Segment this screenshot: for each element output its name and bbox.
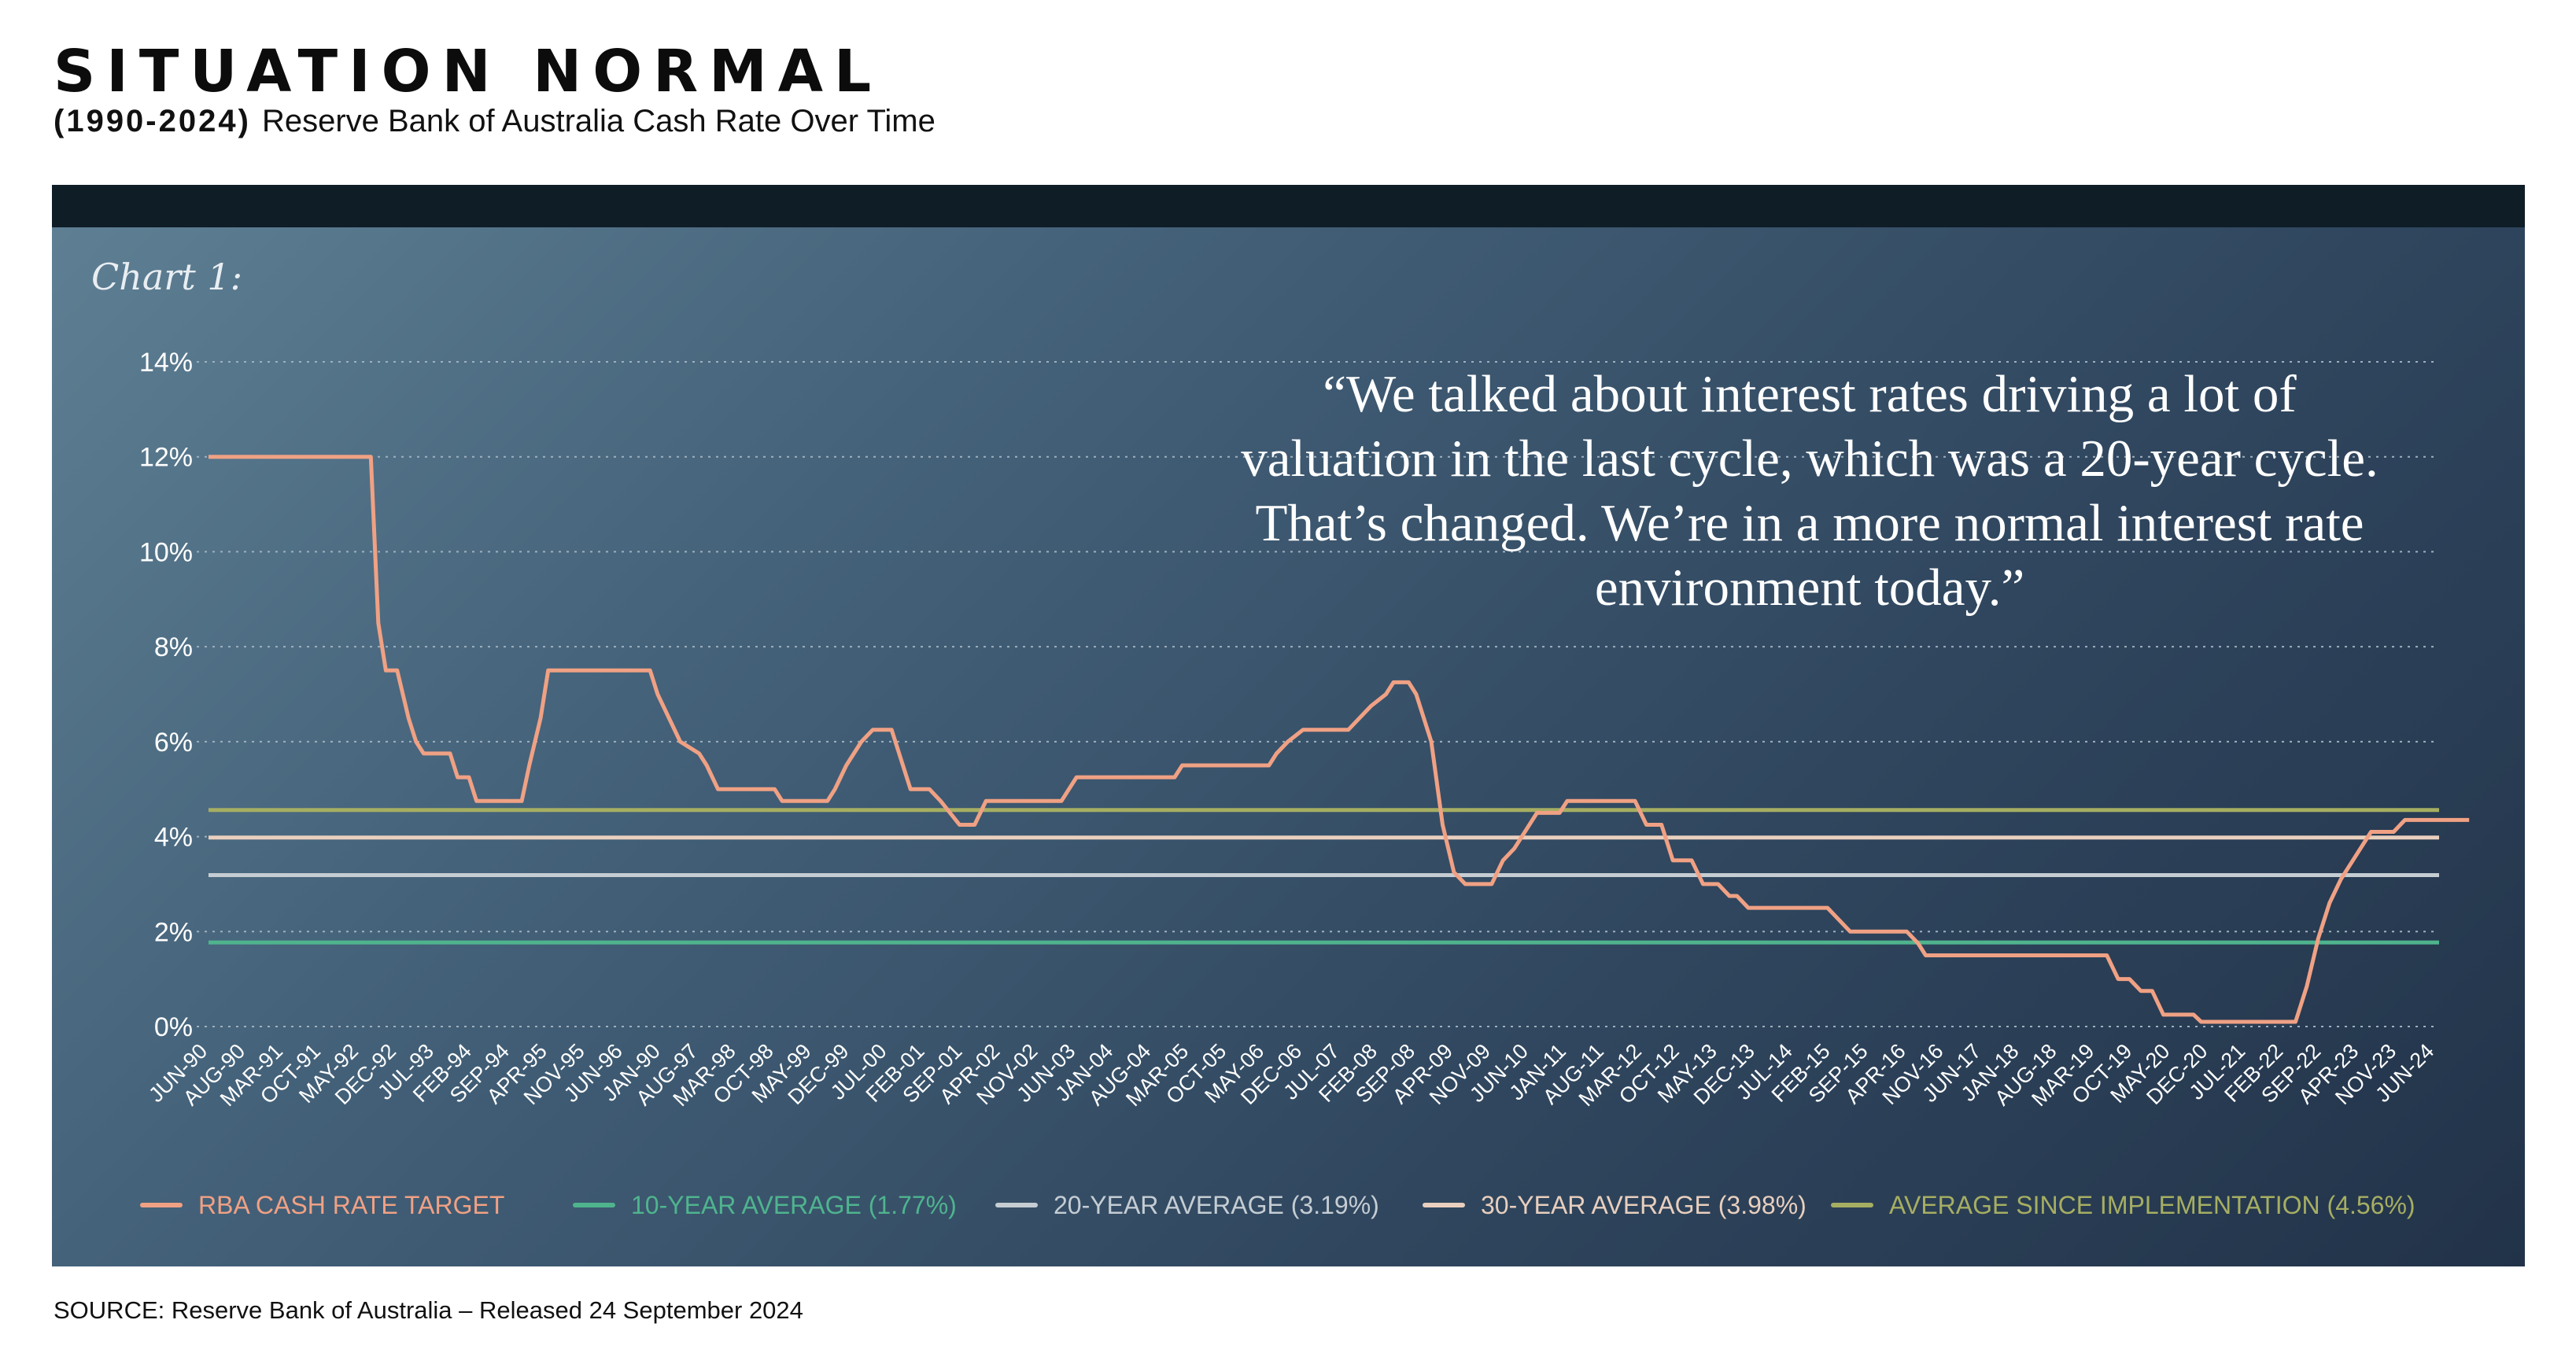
legend-item: RBA CASH RATE TARGET bbox=[140, 1189, 504, 1221]
y-tick-label: 4% bbox=[154, 823, 193, 853]
y-tick-label: 12% bbox=[139, 443, 193, 473]
chart-panel bbox=[52, 227, 2525, 1266]
y-tick-label: 2% bbox=[154, 917, 193, 947]
y-tick-label: 14% bbox=[139, 348, 193, 378]
legend-swatch bbox=[1831, 1203, 1873, 1207]
legend-label: 10-YEAR AVERAGE (1.77%) bbox=[631, 1190, 957, 1219]
legend-swatch bbox=[573, 1203, 615, 1207]
legend-swatch bbox=[995, 1203, 1038, 1207]
legend-label: 20-YEAR AVERAGE (3.19%) bbox=[1054, 1190, 1379, 1219]
chart-label: Chart 1: bbox=[91, 256, 243, 298]
quote-text: “We talked about interest rates driving … bbox=[1241, 365, 2379, 617]
legend-swatch bbox=[140, 1203, 183, 1207]
legend-item: 30-YEAR AVERAGE (3.98%) bbox=[1423, 1189, 1807, 1221]
average-lines bbox=[209, 808, 2439, 945]
panel-top-bar bbox=[52, 185, 2525, 227]
legend-label: 30-YEAR AVERAGE (3.98%) bbox=[1481, 1190, 1807, 1219]
legend-item: AVERAGE SINCE IMPLEMENTATION (4.56%) bbox=[1831, 1189, 2415, 1221]
legend-label: RBA CASH RATE TARGET bbox=[198, 1190, 505, 1219]
page-subtitle: (1990-2024) Reserve Bank of Australia Cas… bbox=[54, 104, 936, 139]
legend-item: 20-YEAR AVERAGE (3.19%) bbox=[995, 1189, 1379, 1221]
y-tick-label: 10% bbox=[139, 537, 193, 567]
subtitle-text: Reserve Bank of Australia Cash Rate Over… bbox=[261, 104, 936, 138]
source-note: SOURCE: Reserve Bank of Australia – Rele… bbox=[54, 1296, 803, 1324]
rate-line bbox=[209, 455, 2470, 1024]
legend-label: AVERAGE SINCE IMPLEMENTATION (4.56%) bbox=[1889, 1190, 2415, 1219]
legend-item: 10-YEAR AVERAGE (1.77%) bbox=[573, 1189, 957, 1221]
legend-swatch bbox=[1423, 1203, 1465, 1207]
y-axis-ticks: 0% 2% 4% 6% 8% 10% 12% 14% bbox=[139, 348, 193, 1042]
subtitle-range: (1990-2024) bbox=[54, 104, 251, 138]
y-tick-label: 0% bbox=[154, 1012, 193, 1042]
y-tick-label: 6% bbox=[154, 728, 193, 758]
page-title: SITUATION NORMAL bbox=[54, 38, 883, 105]
x-axis-ticks: JUN-90AUG-90MAR-91OCT-91MAY-92DEC-92JUL-… bbox=[144, 1039, 2438, 1111]
y-tick-label: 8% bbox=[154, 632, 193, 662]
rate-series bbox=[209, 455, 2470, 1024]
